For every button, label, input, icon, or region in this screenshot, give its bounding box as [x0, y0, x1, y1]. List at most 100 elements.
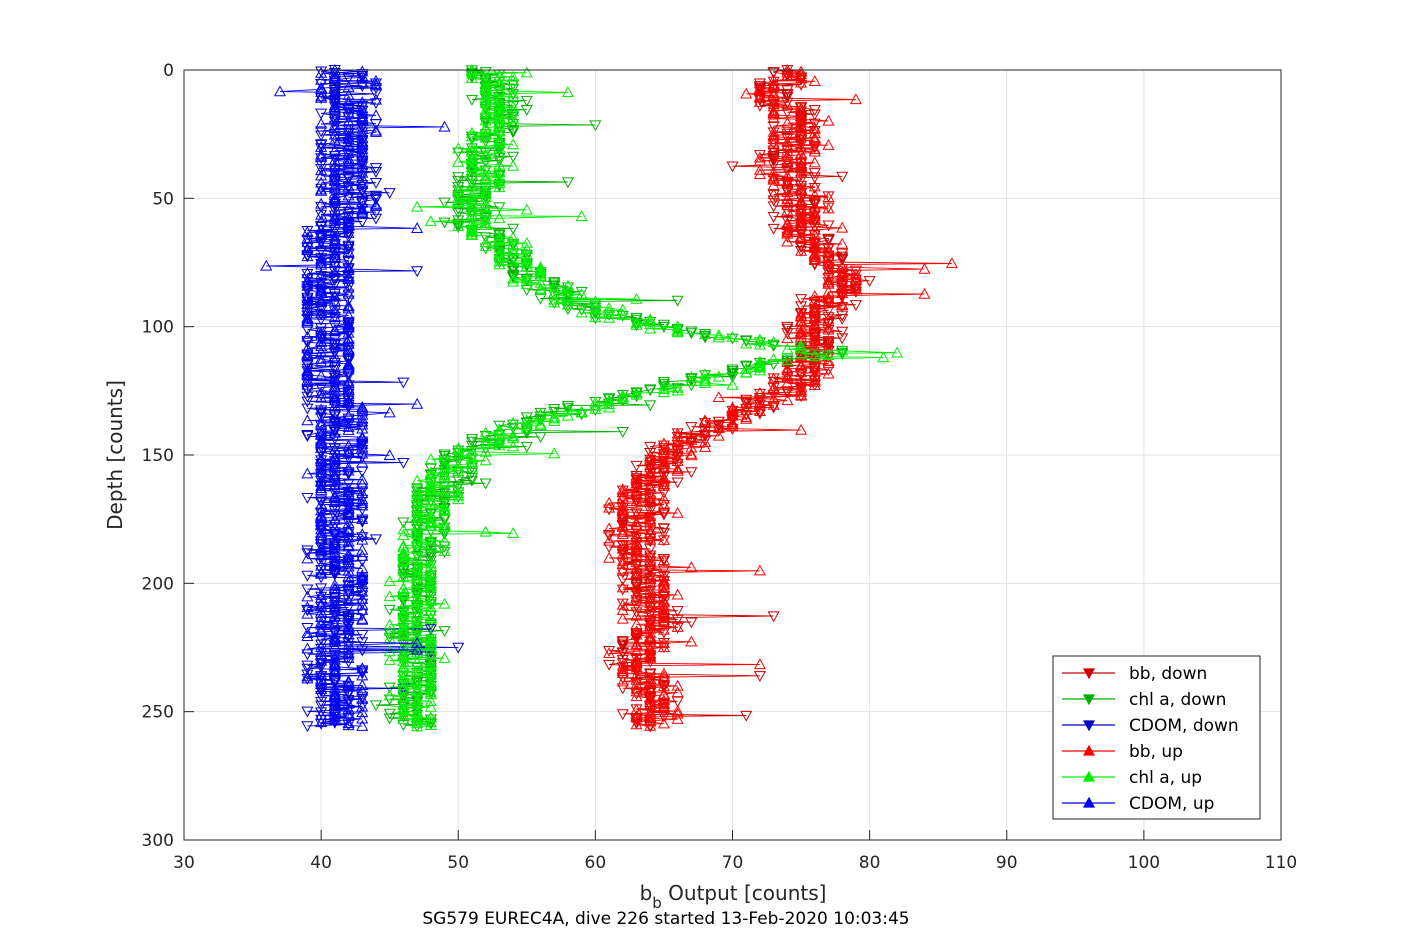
- data-point: [328, 347, 341, 359]
- data-point: [753, 151, 766, 163]
- data-point: [795, 182, 808, 194]
- data-point: [452, 142, 465, 154]
- data-point: [630, 618, 643, 630]
- data-point: [479, 75, 492, 87]
- data-point: [465, 434, 479, 446]
- data-point: [795, 342, 808, 353]
- data-point: [479, 136, 492, 148]
- data-point: [356, 613, 369, 625]
- data-point: [465, 65, 479, 77]
- data-point: [328, 640, 341, 652]
- data-point: [411, 535, 424, 547]
- data-point: [836, 344, 849, 356]
- data-point: [383, 654, 396, 665]
- data-point: [630, 595, 643, 607]
- data-point: [315, 542, 328, 554]
- data-point: [479, 95, 492, 107]
- legend-marker: [1082, 668, 1096, 680]
- data-point: [534, 282, 547, 294]
- data-point: [369, 534, 383, 546]
- data-point: [315, 482, 328, 494]
- data-point: [493, 425, 506, 437]
- data-point: [315, 352, 328, 364]
- data-point: [342, 321, 355, 333]
- data-point: [767, 145, 780, 157]
- data-point: [589, 311, 602, 323]
- data-point: [465, 163, 479, 175]
- data-point: [342, 687, 355, 699]
- data-point: [452, 493, 465, 505]
- data-point: [671, 614, 684, 626]
- data-point: [630, 637, 643, 649]
- data-point: [383, 713, 396, 725]
- data-point: [301, 296, 314, 308]
- data-point: [712, 420, 725, 431]
- data-point: [493, 236, 506, 248]
- data-point: [781, 88, 794, 100]
- data-point: [301, 649, 314, 661]
- data-point: [616, 547, 629, 559]
- data-point: [465, 156, 479, 168]
- data-point: [548, 278, 561, 290]
- data-point: [534, 269, 547, 281]
- data-point: [795, 218, 808, 230]
- data-point: [356, 203, 369, 215]
- data-point: [740, 412, 753, 424]
- data-point: [383, 590, 396, 602]
- data-point: [699, 328, 712, 340]
- data-point: [479, 201, 492, 213]
- data-point: [315, 618, 328, 630]
- data-point: [781, 343, 794, 354]
- data-point: [753, 334, 766, 346]
- data-point: [356, 69, 369, 81]
- data-point: [849, 283, 862, 295]
- data-point: [465, 450, 479, 462]
- data-point: [328, 248, 341, 260]
- data-point: [644, 489, 657, 501]
- data-point: [342, 680, 355, 692]
- data-point: [424, 560, 437, 572]
- data-point: [945, 257, 958, 269]
- data-point: [328, 468, 341, 480]
- data-point: [342, 488, 355, 500]
- data-point: [356, 700, 369, 712]
- data-point: [369, 74, 383, 86]
- data-point: [452, 182, 465, 194]
- data-point: [836, 221, 849, 233]
- data-point: [767, 112, 780, 124]
- data-point: [315, 476, 328, 488]
- data-point: [616, 427, 629, 438]
- data-point: [315, 448, 328, 460]
- data-point: [328, 663, 341, 675]
- data-point: [630, 477, 643, 488]
- data-point: [342, 395, 355, 406]
- data-point: [616, 389, 629, 401]
- data-point: [411, 643, 424, 655]
- data-point: [479, 174, 492, 186]
- data-point: [753, 78, 766, 90]
- data-point: [315, 685, 328, 696]
- data-point: [301, 627, 314, 638]
- data-point: [836, 254, 849, 266]
- data-point: [630, 656, 643, 668]
- data-point: [753, 338, 766, 350]
- data-point: [699, 372, 712, 384]
- data-point: [507, 126, 520, 138]
- data-point: [411, 638, 424, 650]
- data-point: [301, 313, 314, 325]
- data-point: [328, 174, 341, 186]
- data-point: [603, 659, 616, 671]
- data-point: [630, 530, 643, 541]
- data-point: [424, 695, 437, 706]
- data-point: [424, 215, 437, 227]
- data-point: [397, 624, 410, 636]
- data-point: [616, 647, 629, 659]
- data-point: [781, 133, 794, 145]
- data-point: [767, 107, 780, 119]
- data-point: [369, 200, 383, 212]
- data-point: [328, 399, 341, 411]
- data-point: [315, 654, 328, 666]
- data-point: [520, 260, 533, 272]
- data-point: [808, 240, 821, 252]
- data-point: [411, 693, 424, 705]
